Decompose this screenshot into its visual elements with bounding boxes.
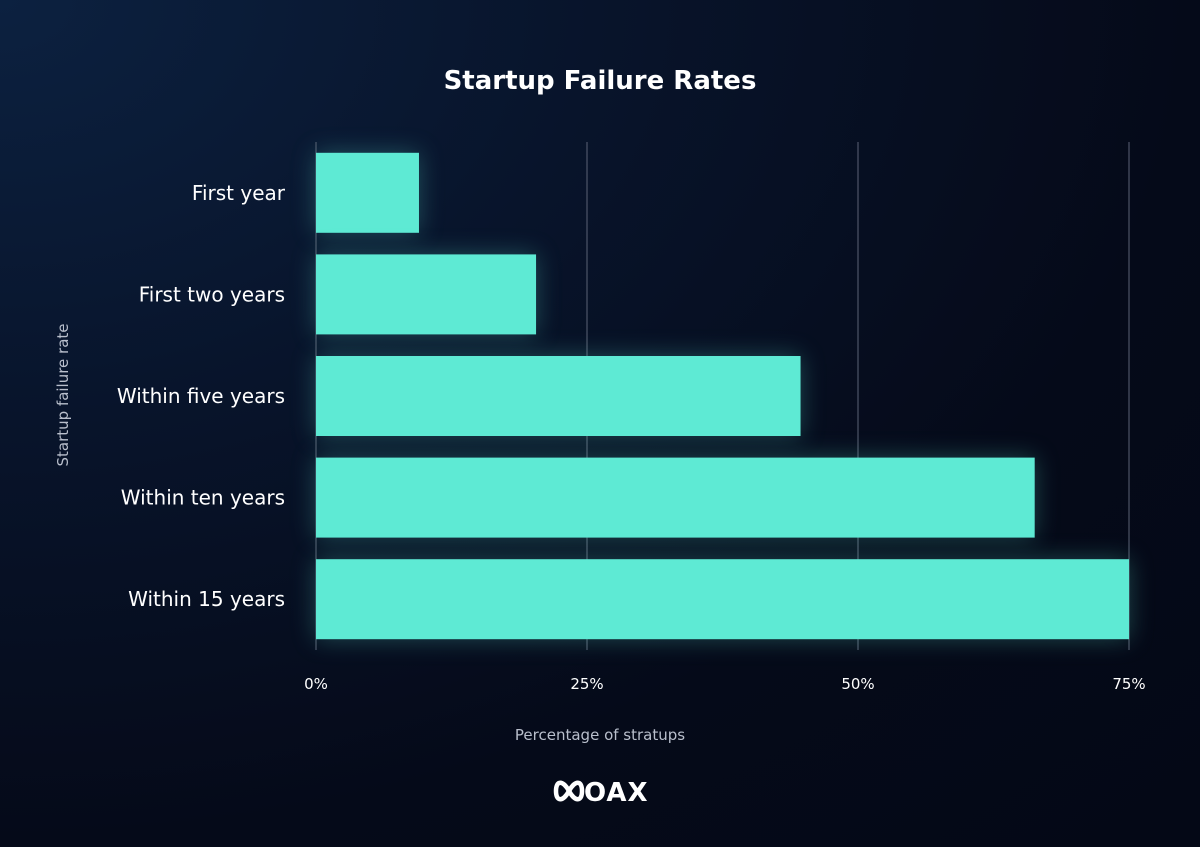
category-label: First two years (139, 282, 285, 306)
bar-first-two-years (316, 254, 537, 335)
bar-first-year (316, 152, 419, 233)
bar-within-five-years (316, 356, 801, 436)
bars (316, 152, 1129, 640)
x-tick-label: 25% (570, 675, 603, 693)
logo-text: OAX (584, 778, 649, 808)
category-labels: First year First two years Within five yea… (117, 181, 286, 611)
category-label: Within five years (117, 384, 285, 408)
brand-logo: OAX (553, 778, 649, 808)
x-tick-label: 0% (304, 675, 328, 693)
category-label: First year (192, 181, 286, 205)
x-axis-label: Percentage of stratups (515, 726, 685, 744)
x-tick-label: 75% (1112, 675, 1145, 693)
y-axis-label: Startup failure rate (54, 323, 72, 466)
x-tick-labels: 0% 25% 50% 75% (304, 675, 1146, 693)
chart-title: Startup Failure Rates (444, 66, 757, 96)
category-label: Within ten years (121, 486, 285, 510)
bar-within-ten-years (316, 457, 1035, 538)
category-label: Within 15 years (128, 587, 285, 611)
infinity-icon (553, 780, 585, 802)
x-tick-label: 50% (841, 675, 874, 693)
bar-within-15-years (316, 559, 1129, 640)
